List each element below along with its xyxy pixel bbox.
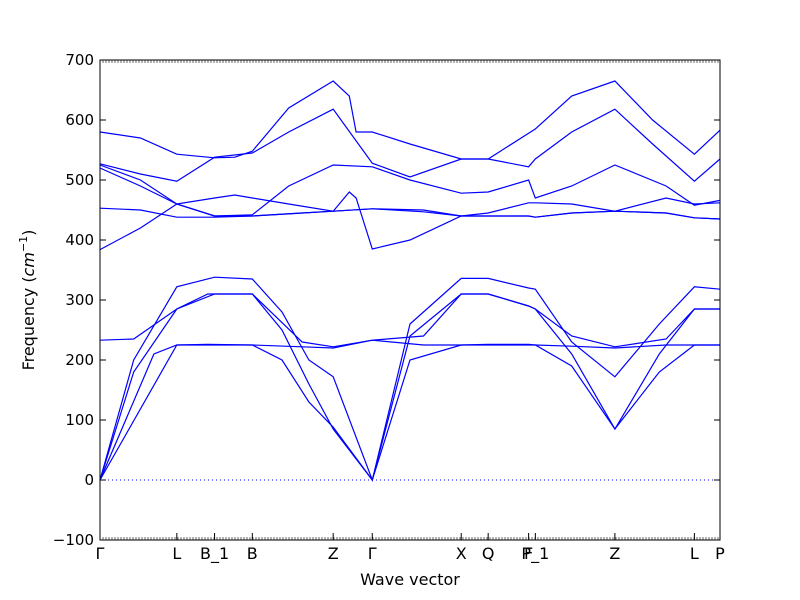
y-tick-label-8: 700: [65, 51, 94, 69]
series-line-8: [99, 167, 721, 250]
series-line-3: [99, 293, 720, 482]
y-axis-label-text: Frequency (: [19, 276, 38, 370]
y-tick-label-7: 600: [65, 111, 94, 129]
x-tick-label-3: B: [247, 544, 258, 563]
x-tick-label-6: X: [456, 544, 467, 563]
y-tick-label-1: 0: [84, 471, 94, 489]
x-tick-label-2: B_1: [200, 544, 229, 564]
x-tick-label-5: Γ: [368, 544, 377, 563]
series-line-9: [99, 164, 721, 217]
x-tick-label-4: Z: [328, 544, 339, 563]
series-line-7: [99, 207, 721, 220]
y-tick-label-0: −100: [53, 531, 94, 549]
y-tick-label-4: 300: [65, 291, 94, 309]
axes: −100 0 100 200 300 400 500 600 700 Γ L B_1 B Z Γ X Q FP_1…: [53, 51, 725, 564]
y-axis-label-close: ): [19, 230, 38, 236]
x-tick-label-7: Q: [482, 544, 495, 563]
y-tick-label-6: 500: [65, 171, 94, 189]
y-tick-label-5: 400: [65, 231, 94, 249]
y-tick-label-3: 200: [65, 351, 94, 369]
series-line-10: [99, 108, 721, 182]
series-line-4: [99, 276, 721, 483]
x-tick-label-0: Γ: [96, 544, 105, 563]
x-tick-label-12: P: [715, 544, 725, 563]
y-tick-label-2: 100: [65, 411, 94, 429]
x-tick-label-8: F: [524, 544, 533, 563]
x-tick-label-11: L: [690, 544, 699, 563]
x-tick-label-1: L: [172, 544, 181, 563]
y-axis-label: Frequency (cm−1): [17, 230, 38, 371]
x-tick-label-10: Z: [609, 544, 620, 563]
series-line-5: [99, 293, 720, 348]
plot-area: [99, 80, 721, 483]
y-axis-label-unit: cm: [19, 252, 38, 276]
x-axis-label: Wave vector: [360, 570, 460, 589]
y-axis-label-exponent: −1: [17, 236, 30, 252]
x-tick-label-9: P_1: [521, 544, 549, 564]
series-line-11: [99, 80, 721, 160]
